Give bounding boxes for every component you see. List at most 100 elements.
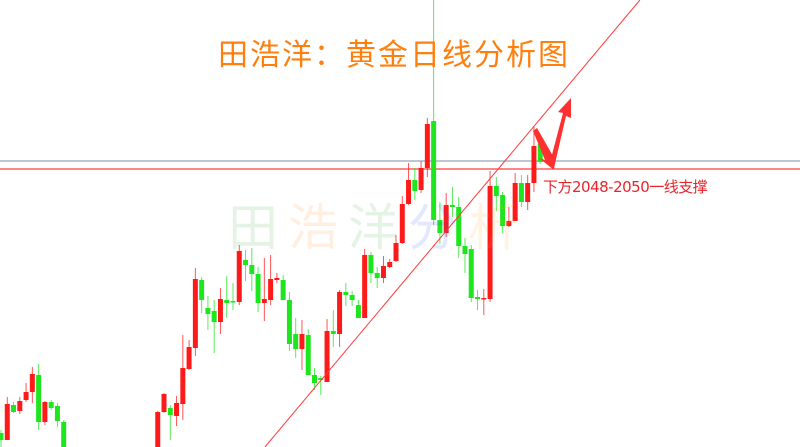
candle-body (0, 433, 4, 440)
candle-down (224, 276, 230, 318)
candle-down (280, 275, 286, 300)
candle-up (236, 245, 242, 305)
candle-down (199, 277, 205, 313)
horizontal-lines (0, 160, 800, 170)
trendline (264, 0, 641, 447)
candle-down (437, 202, 443, 244)
candle-down (330, 310, 336, 347)
candle-body (255, 274, 261, 303)
candle-body (42, 402, 48, 422)
candle-body (380, 266, 386, 278)
candle-up (29, 367, 35, 403)
candle-up (512, 173, 518, 221)
candle-body (192, 279, 198, 348)
candle-up (192, 268, 198, 356)
candle-body (393, 243, 399, 261)
candle-body (54, 406, 60, 421)
candle-body (399, 204, 405, 243)
candle-down (368, 252, 374, 283)
candle-body (406, 180, 412, 204)
candle-body (280, 280, 286, 300)
candle-body (337, 292, 343, 334)
candle-body (374, 273, 380, 278)
candle-body (349, 295, 355, 300)
candle-up (487, 171, 493, 302)
candle-up (186, 340, 192, 370)
candle-up (261, 258, 267, 321)
candle-body (205, 308, 211, 314)
candle-up (418, 161, 424, 193)
candle-down (249, 248, 255, 291)
candle-body (236, 251, 242, 302)
candle-down (211, 300, 217, 353)
candle-up (42, 401, 48, 425)
candle-down (318, 376, 324, 395)
candle-up (174, 396, 180, 426)
candle-down (475, 290, 481, 310)
candle-body (468, 249, 474, 298)
candle-body (518, 183, 524, 202)
candle-up (4, 397, 10, 440)
candle-body (487, 186, 493, 299)
candle-body (305, 335, 311, 375)
candle-down (312, 368, 317, 390)
candle-down (456, 197, 462, 258)
candle-up (424, 118, 430, 177)
candle-body (243, 260, 249, 265)
candle-down (54, 403, 60, 427)
candle-body (155, 412, 161, 447)
candle-body (261, 299, 267, 303)
candle-up (17, 397, 23, 414)
candle-up (268, 255, 274, 305)
candle-up (217, 288, 223, 334)
candle-down (468, 245, 474, 302)
candle-body (493, 186, 499, 196)
candle-down (11, 402, 17, 413)
candle-body (167, 408, 173, 415)
candle-down (205, 296, 211, 330)
candle-body (437, 220, 443, 233)
candle-down (36, 364, 42, 430)
watermark-char: 田 (228, 199, 288, 257)
forecast-arrow-icon (533, 98, 571, 170)
candle-down (343, 283, 349, 306)
candle-body (456, 207, 462, 246)
candle-up (443, 193, 449, 237)
candle-body (512, 183, 518, 221)
candle-down (518, 175, 524, 207)
candle-body (330, 331, 336, 334)
candle-body (355, 305, 361, 318)
candle-body (48, 402, 54, 408)
candle-body (61, 422, 67, 447)
watermark-char: 洋 (348, 199, 408, 257)
candle-body (4, 404, 10, 440)
candle-down (374, 267, 380, 288)
candle-body (274, 278, 280, 280)
candle-up (180, 335, 186, 420)
watermark-char: 分 (408, 199, 468, 257)
candle-body (525, 183, 531, 202)
candle-down (355, 300, 361, 318)
candle-body (286, 300, 292, 344)
candle-down (500, 192, 506, 233)
candle-up (274, 273, 280, 283)
candle-down (412, 168, 418, 200)
candle-body (199, 280, 205, 300)
candle-down (230, 283, 236, 310)
candle-down (349, 291, 355, 306)
candle-body (211, 311, 217, 322)
candle-up (387, 259, 393, 268)
candle-body (29, 374, 35, 392)
candle-up (380, 256, 386, 283)
candle-body (36, 375, 42, 422)
candle-down (493, 177, 499, 211)
candle-up (393, 235, 399, 262)
candle-up (406, 163, 412, 205)
candle-down (449, 187, 455, 217)
candle-body (186, 347, 192, 369)
candles (0, 0, 543, 447)
support-annotation: 下方2048-2050一线支撑 (543, 178, 708, 196)
candle-body (531, 146, 537, 183)
trendline-group (264, 0, 641, 447)
